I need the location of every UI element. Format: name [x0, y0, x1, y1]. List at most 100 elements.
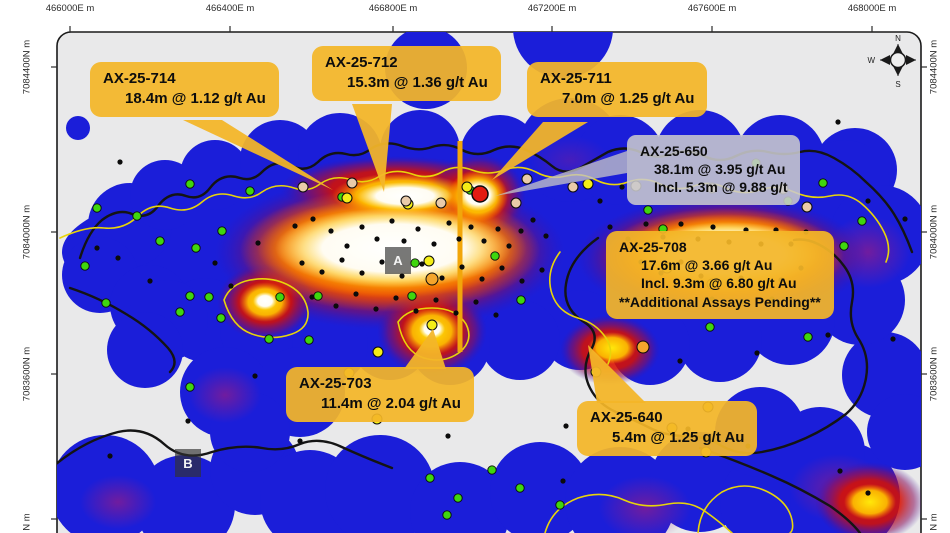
- black-drill-point: [539, 267, 545, 273]
- black-drill-point: [506, 243, 512, 249]
- callout-title: AX-25-712: [325, 54, 398, 71]
- tan-drill-point: [346, 177, 358, 189]
- black-drill-point: [468, 224, 474, 230]
- green-drill-point: [516, 295, 526, 305]
- yellow-drill-point: [341, 192, 353, 204]
- tan-drill-point: [567, 181, 579, 193]
- compass-rose: N S E W: [867, 34, 926, 89]
- yellow-drill-point: [372, 346, 384, 358]
- black-drill-point: [835, 119, 841, 125]
- green-drill-point: [80, 261, 90, 271]
- black-drill-point: [560, 23, 565, 28]
- callout-ax-25-712: AX-25-712 15.3m @ 1.36 g/t Au: [312, 46, 501, 101]
- map-label-a: A: [385, 247, 411, 274]
- callout-assay-line: 38.1m @ 3.95 g/t Au: [654, 161, 786, 178]
- orange-drill-point: [636, 340, 650, 354]
- black-drill-point: [292, 223, 298, 229]
- black-drill-point: [94, 245, 100, 251]
- black-drill-point: [413, 308, 419, 314]
- axis-label-easting: 467200E m: [527, 3, 577, 14]
- black-drill-point: [481, 238, 487, 244]
- red-drill-point: [471, 185, 489, 203]
- axis-label-easting: 466000E m: [45, 3, 95, 14]
- black-drill-point: [519, 278, 525, 284]
- compass-hub: [889, 51, 907, 69]
- black-drill-point: [415, 226, 421, 232]
- callout-leader-ax-25-711: [492, 122, 588, 180]
- axis-label-northing: 7083600N m: [21, 346, 33, 402]
- green-drill-point: [304, 335, 314, 345]
- callout-leaders: [183, 104, 646, 403]
- black-drill-point: [499, 265, 505, 271]
- black-drill-point: [439, 275, 445, 281]
- green-drill-point: [264, 334, 274, 344]
- black-drill-point: [902, 216, 908, 222]
- black-drill-point: [865, 490, 871, 496]
- black-drill-point: [399, 273, 405, 279]
- black-drill-point: [359, 224, 365, 230]
- black-drill-point: [374, 236, 380, 242]
- black-drill-point: [754, 350, 760, 356]
- black-drill-point: [299, 260, 305, 266]
- compass-south-arrow: [893, 66, 903, 76]
- tan-drill-point: [297, 181, 309, 193]
- black-drill-point: [560, 478, 566, 484]
- callout-assay-line: Incl. 5.3m @ 9.88 g/t: [654, 179, 788, 196]
- black-drill-point: [643, 221, 649, 227]
- compass-label-e: E: [921, 56, 926, 65]
- axis-label-easting: 466800E m: [368, 3, 418, 14]
- green-drill-point: [818, 178, 828, 188]
- green-drill-point: [92, 203, 102, 213]
- black-drill-point: [319, 269, 325, 275]
- green-drill-point: [185, 179, 195, 189]
- callout-title: AX-25-714: [103, 70, 176, 87]
- green-drill-point: [155, 236, 165, 246]
- callout-assay-line: 15.3m @ 1.36 g/t Au: [347, 73, 488, 91]
- black-drill-point: [493, 312, 499, 318]
- yellow-drill-point: [423, 255, 435, 267]
- yellow-drill-point: [461, 181, 473, 193]
- green-drill-point: [185, 382, 195, 392]
- axis-label-northing: 7083600N m: [928, 346, 940, 402]
- black-drill-point: [339, 257, 345, 263]
- axis-label-easting: 466400E m: [205, 3, 255, 14]
- black-drill-point: [563, 423, 569, 429]
- green-drill-point: [857, 216, 867, 226]
- black-drill-point: [479, 276, 485, 282]
- callout-title: AX-25-640: [590, 409, 663, 426]
- green-drill-point: [555, 500, 565, 510]
- callout-assay-line: Incl. 9.3m @ 6.80 g/t Au: [641, 275, 797, 292]
- callout-leader-ax-25-640: [588, 345, 646, 403]
- black-drill-point: [344, 243, 350, 249]
- black-drill-point: [212, 260, 218, 266]
- black-drill-point: [745, 25, 750, 30]
- black-drill-point: [310, 216, 316, 222]
- black-drill-point: [147, 278, 153, 284]
- tan-drill-point: [510, 197, 522, 209]
- black-drill-point: [379, 259, 385, 265]
- black-drill-point: [518, 228, 524, 234]
- map-label-b: B: [175, 449, 201, 477]
- green-drill-point: [217, 226, 227, 236]
- black-drill-point: [459, 264, 465, 270]
- black-drill-point: [530, 217, 536, 223]
- green-drill-point: [191, 243, 201, 253]
- axis-label-northing: 7084000N m: [21, 204, 33, 260]
- axis-ticks: [51, 26, 927, 520]
- black-drill-point: [115, 255, 121, 261]
- black-drill-point: [446, 220, 452, 226]
- callout-assay-line: 18.4m @ 1.12 g/t Au: [125, 89, 266, 107]
- callout-ax-25-714: AX-25-714 18.4m @ 1.12 g/t Au: [90, 62, 279, 117]
- black-drill-point: [252, 373, 258, 379]
- green-drill-point: [410, 258, 420, 268]
- callout-pending-note: **Additional Assays Pending**: [619, 293, 821, 310]
- green-drill-point: [313, 291, 323, 301]
- axis-label-easting: 467600E m: [687, 3, 737, 14]
- green-drill-point: [442, 510, 452, 520]
- callout-ax-25-703: AX-25-703 11.4m @ 2.04 g/t Au: [286, 367, 474, 422]
- black-drill-point: [185, 418, 191, 424]
- callout-leader-ax-25-650: [495, 151, 627, 196]
- black-drill-point: [453, 310, 459, 316]
- green-drill-point: [216, 313, 226, 323]
- black-drill-point: [619, 184, 625, 190]
